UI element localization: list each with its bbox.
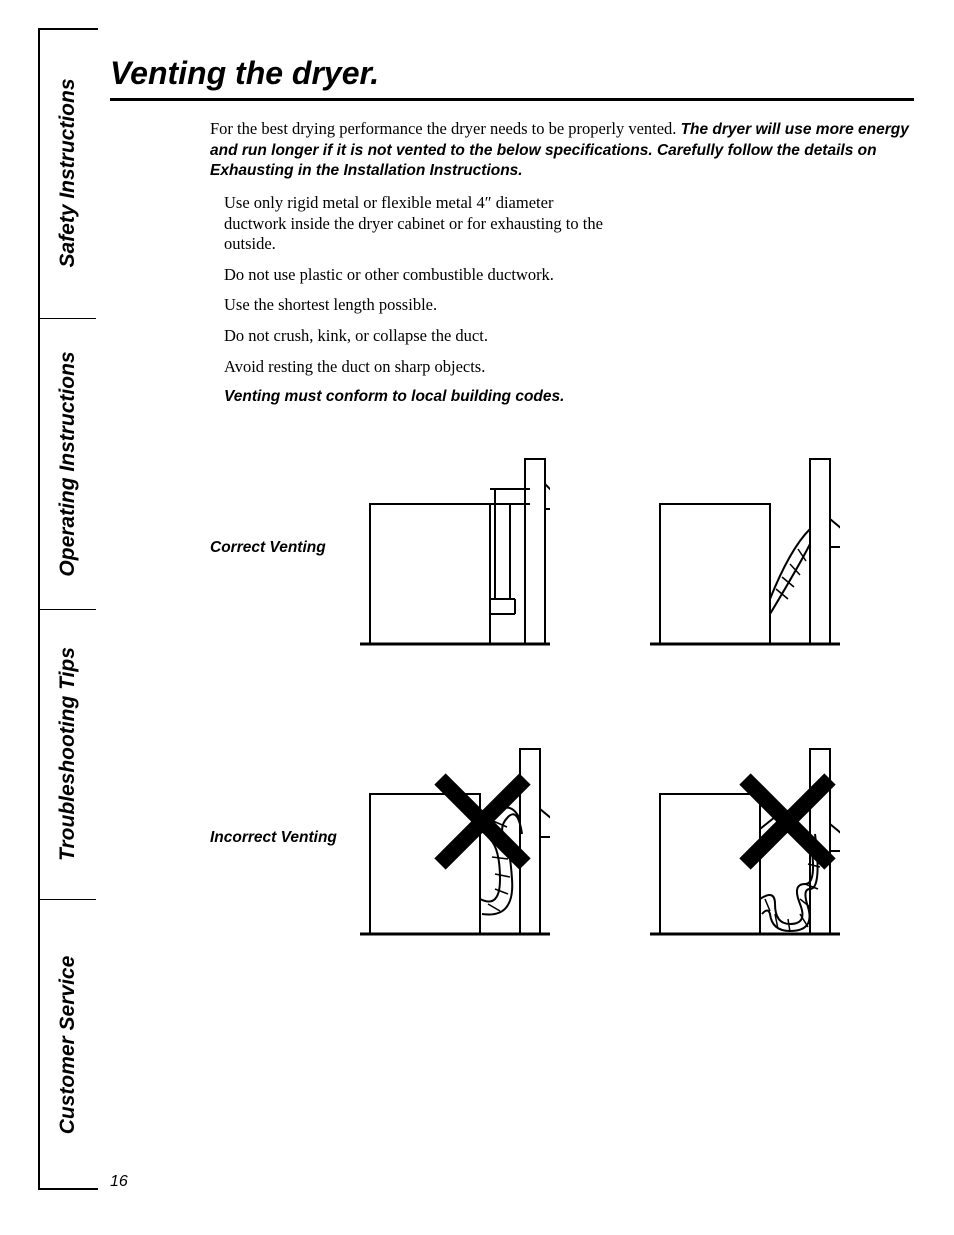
correct-venting-row: Correct Venting [210, 449, 914, 649]
diagram-section: Correct Venting [210, 449, 914, 939]
tab-label: Troubleshooting Tips [56, 647, 80, 861]
incorrect-diagram-excess [650, 739, 840, 939]
tab-label: Safety Instructions [56, 78, 80, 267]
correct-label: Correct Venting [210, 539, 360, 558]
correct-diagram-rigid [360, 449, 550, 649]
bullet-item: Use the shortest length possible. [224, 295, 604, 316]
page-number: 16 [110, 1173, 128, 1191]
tab-troubleshooting: Troubleshooting Tips [40, 610, 96, 901]
intro-plain: For the best drying performance the drye… [210, 119, 681, 138]
tab-safety: Safety Instructions [40, 28, 96, 319]
body-text: For the best drying performance the drye… [210, 119, 914, 939]
main-content: Venting the dryer. For the best drying p… [110, 55, 914, 1029]
intro-paragraph: For the best drying performance the drye… [210, 119, 914, 181]
incorrect-diagram-kinked [360, 739, 550, 939]
correct-diagram-flex [650, 449, 840, 649]
page-title: Venting the dryer. [110, 55, 914, 101]
tab-label: Operating Instructions [56, 351, 80, 576]
correct-diagram-pair [360, 449, 840, 649]
bullet-list: Use only rigid metal or flexible metal 4… [224, 193, 914, 407]
conform-note: Venting must conform to local building c… [224, 387, 604, 406]
incorrect-venting-row: Incorrect Venting [210, 739, 914, 939]
tab-customer-service: Customer Service [40, 900, 96, 1190]
incorrect-label: Incorrect Venting [210, 829, 360, 848]
bullet-item: Do not crush, kink, or collapse the duct… [224, 326, 604, 347]
tab-label: Customer Service [56, 956, 80, 1135]
bullet-item: Avoid resting the duct on sharp objects. [224, 357, 604, 378]
tab-operating: Operating Instructions [40, 319, 96, 610]
bullet-item: Do not use plastic or other combustible … [224, 265, 604, 286]
incorrect-diagram-pair [360, 739, 840, 939]
bullet-item: Use only rigid metal or flexible metal 4… [224, 193, 604, 255]
sidebar-tabs: Safety Instructions Operating Instructio… [40, 28, 96, 1190]
